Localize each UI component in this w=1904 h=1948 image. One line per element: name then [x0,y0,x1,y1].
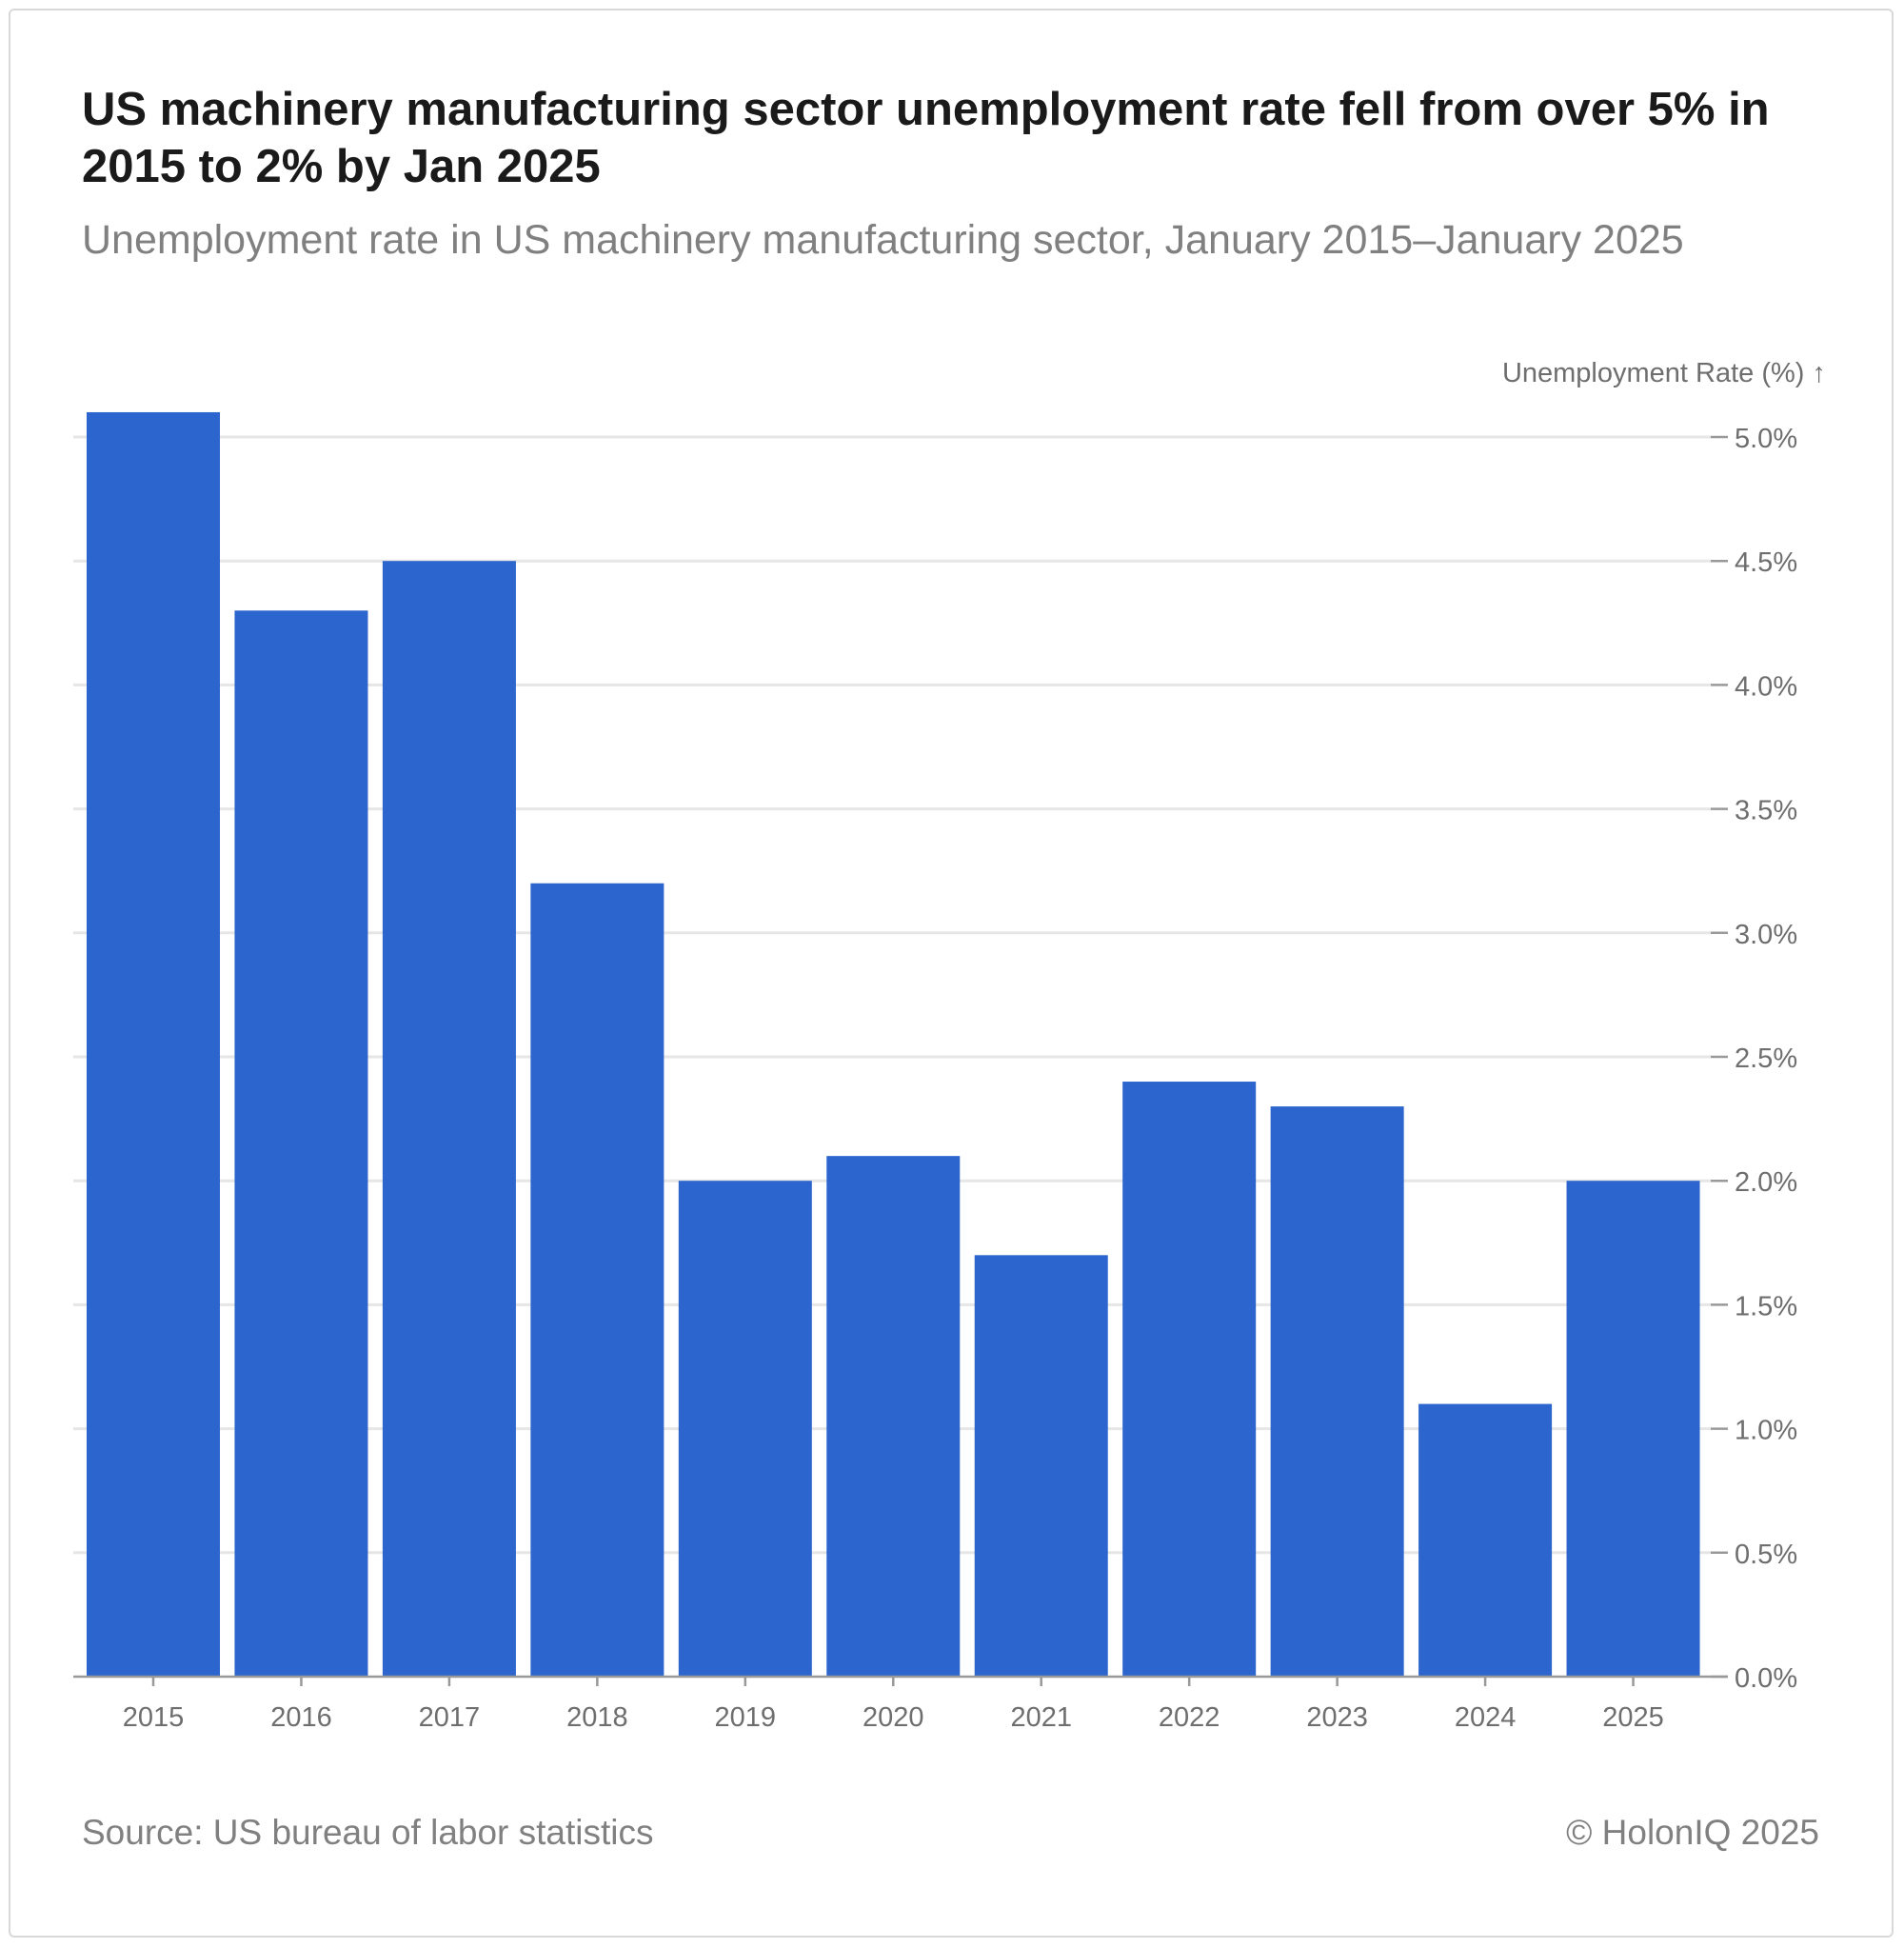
bar-2017 [382,561,516,1678]
x-tick-label: 2017 [419,1702,481,1733]
y-tick-label: 2.0% [1735,1167,1797,1198]
x-tick-label: 2025 [1602,1702,1664,1733]
y-tick-label: 0.0% [1735,1663,1797,1694]
bars [87,411,1700,1678]
y-tick-label: 3.0% [1735,920,1797,950]
y-tick-label: 5.0% [1735,424,1797,454]
bar-2023 [1270,1106,1404,1677]
x-tick-label: 2023 [1306,1702,1368,1733]
bar-chart: 0.0% 0.5% 1.0% 1.5% 2.0% 2.5% 3.0% 3.5% 4.0% 4.5%… [73,358,1826,1733]
x-tick-label: 2016 [270,1702,332,1733]
bar-2015 [87,411,220,1678]
bar-2019 [678,1181,812,1677]
y-tick-label: 1.0% [1735,1416,1797,1446]
bar-2020 [826,1156,961,1677]
x-tick-label: 2024 [1455,1702,1517,1733]
x-tick-label: 2020 [863,1702,924,1733]
x-tick-label: 2022 [1159,1702,1220,1733]
y-tick-label: 3.5% [1735,796,1797,826]
y-tick-label: 1.5% [1735,1291,1797,1322]
x-tick-label: 2015 [123,1702,185,1733]
chart-subtitle: Unemployment rate in US machinery manufa… [82,217,1684,263]
chart-card: US machinery manufacturing sector unempl… [9,9,1894,1938]
y-axis-label: Unemployment Rate (%) ↑ [1502,358,1826,388]
tick-labels: 0.0% 0.5% 1.0% 1.5% 2.0% 2.5% 3.0% 3.5% 4.0% 4.5%… [123,358,1826,1733]
bar-2024 [1418,1403,1553,1677]
bar-2018 [530,883,664,1677]
bar-2016 [234,610,368,1677]
axes [73,435,1728,1686]
x-tick-label: 2018 [566,1702,628,1733]
y-tick-label: 0.5% [1735,1540,1797,1570]
x-tick-label: 2019 [715,1702,777,1733]
x-tick-label: 2021 [1010,1702,1072,1733]
bar-2022 [1122,1082,1257,1677]
y-tick-label: 4.5% [1735,547,1797,578]
y-tick-label: 2.5% [1735,1044,1797,1074]
bar-2021 [974,1255,1108,1677]
copyright-note: © HolonIQ 2025 [1566,1813,1819,1852]
source-note: Source: US bureau of labor statistics [82,1813,654,1852]
bar-2025 [1566,1181,1700,1677]
y-tick-label: 4.0% [1735,671,1797,702]
chart-title: US machinery manufacturing sector unempl… [82,84,1770,192]
